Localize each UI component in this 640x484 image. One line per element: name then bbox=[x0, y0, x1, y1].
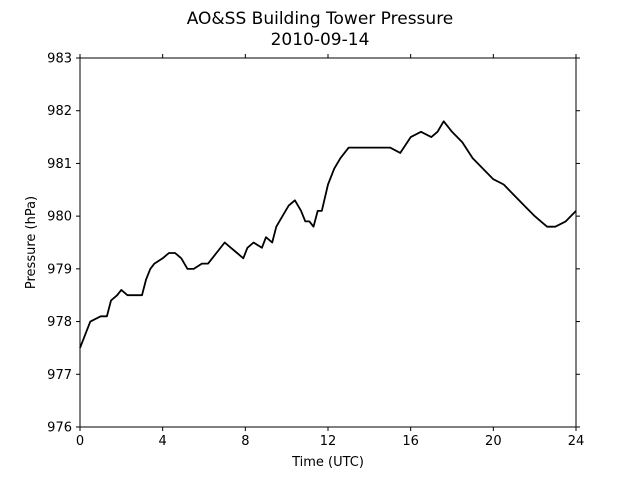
x-tick-label: 4 bbox=[159, 434, 167, 449]
x-tick-label: 24 bbox=[568, 434, 585, 449]
pressure-series-line bbox=[79, 120, 577, 349]
x-tick-label: 16 bbox=[402, 434, 419, 449]
x-tick-label: 0 bbox=[76, 434, 84, 449]
y-tick-label: 980 bbox=[47, 210, 72, 225]
y-tick-label: 978 bbox=[47, 315, 72, 330]
y-tick-label: 977 bbox=[47, 368, 72, 383]
chart-title: AO&SS Building Tower Pressure bbox=[187, 9, 454, 29]
x-axis: 0 4 8 12 16 20 24 bbox=[76, 54, 584, 449]
y-tick-label: 982 bbox=[47, 104, 72, 119]
y-tick-label: 976 bbox=[47, 421, 72, 436]
y-tick-label: 979 bbox=[47, 262, 72, 277]
chart-subtitle: 2010-09-14 bbox=[271, 30, 370, 50]
y-tick-label: 983 bbox=[47, 52, 72, 67]
x-axis-label: Time (UTC) bbox=[291, 455, 364, 470]
y-axis: 976 977 978 979 980 981 982 983 bbox=[47, 52, 580, 436]
plot-area bbox=[80, 58, 576, 427]
x-tick-label: 8 bbox=[241, 434, 249, 449]
x-tick-label: 12 bbox=[320, 434, 337, 449]
y-tick-label: 981 bbox=[47, 157, 72, 172]
y-axis-label: Pressure (hPa) bbox=[24, 196, 39, 289]
plot-frame bbox=[79, 57, 577, 428]
x-tick-label: 20 bbox=[485, 434, 502, 449]
